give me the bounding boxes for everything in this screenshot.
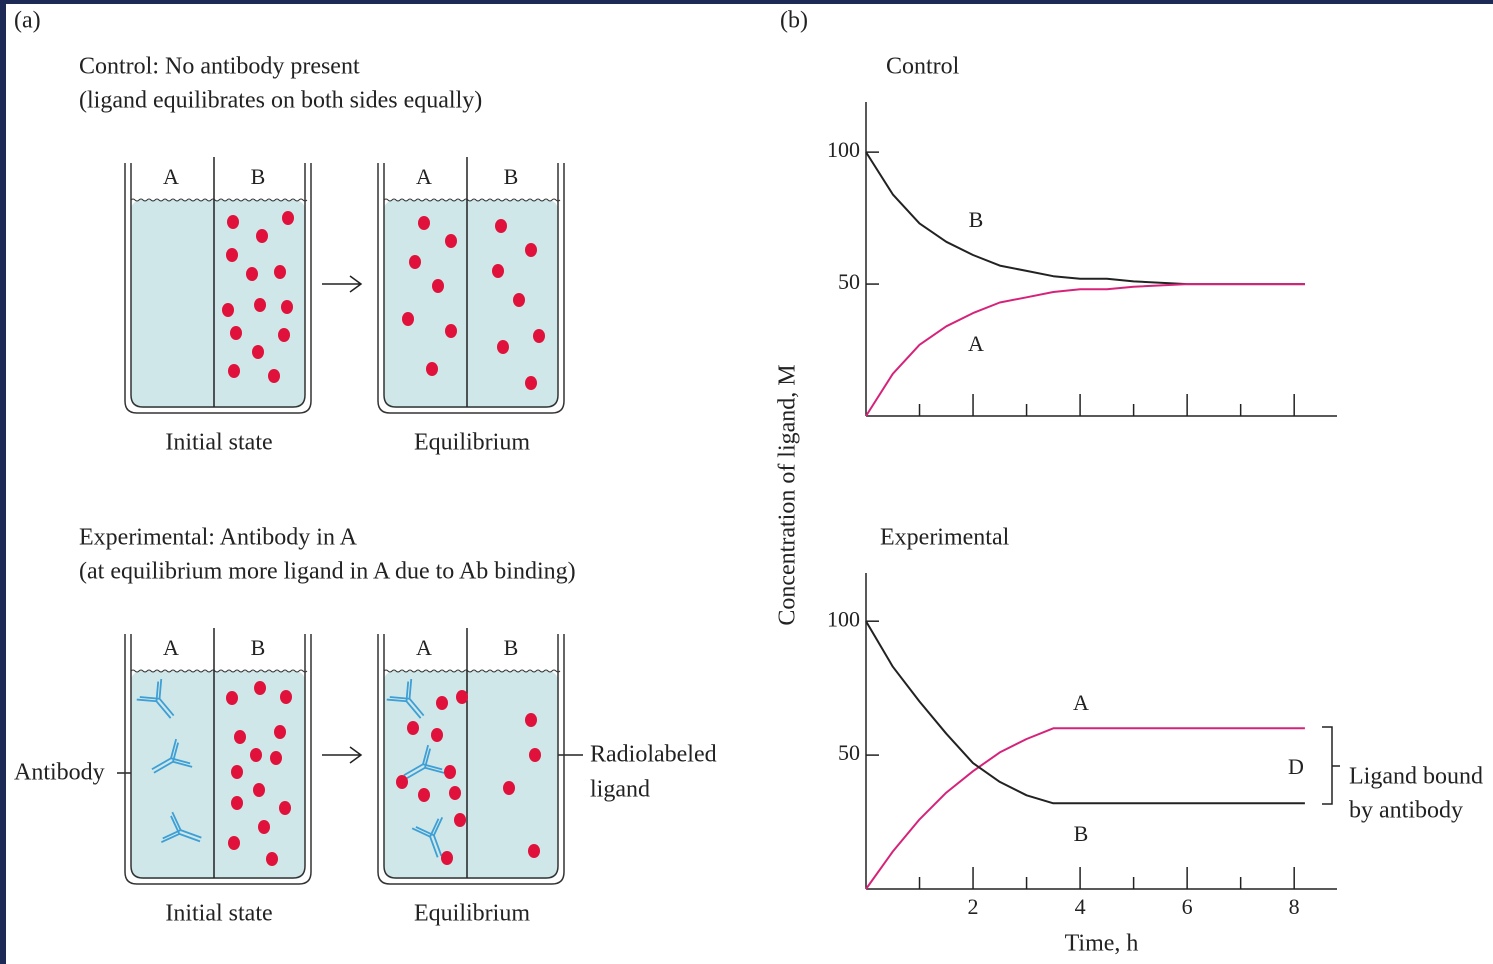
ligand xyxy=(529,748,541,762)
ligand xyxy=(431,728,443,742)
ligand xyxy=(418,788,430,802)
x-tick-label: 6 xyxy=(1182,894,1193,919)
ligand xyxy=(396,775,408,789)
compartment-label: B xyxy=(504,164,519,189)
y-tick-label: 100 xyxy=(827,606,860,631)
beaker-caption: Equilibrium xyxy=(414,430,530,456)
ligand xyxy=(402,312,414,326)
panel-label: (a) xyxy=(14,8,41,34)
x-axis-label: Time, h xyxy=(1065,931,1139,957)
bracket-note: Ligand bound xyxy=(1349,764,1483,790)
ligand xyxy=(441,851,453,865)
ligand xyxy=(254,298,266,312)
ligand xyxy=(230,326,242,340)
y-tick-label: 50 xyxy=(838,740,860,765)
ligand xyxy=(268,369,280,383)
ligand xyxy=(258,820,270,834)
compartment-label: A xyxy=(163,164,179,189)
ligand xyxy=(252,345,264,359)
ligand xyxy=(528,844,540,858)
compartment-label: B xyxy=(251,635,266,660)
ligand xyxy=(426,362,438,376)
section-title: Experimental: Antibody in A xyxy=(79,525,358,551)
compartment-label: B xyxy=(251,164,266,189)
ligand xyxy=(533,329,545,343)
x-tick-label: 4 xyxy=(1075,894,1086,919)
compartment-label: A xyxy=(416,635,432,660)
beaker-caption: Initial state xyxy=(165,430,272,456)
ligand xyxy=(409,255,421,269)
series-label: B xyxy=(1074,821,1089,846)
ligand xyxy=(222,303,234,317)
ligand xyxy=(226,248,238,262)
ligand xyxy=(228,836,240,850)
page: (a) (b) Control: No antibody present (li… xyxy=(0,0,1493,964)
beaker-caption: Initial state xyxy=(165,901,272,927)
beaker-caption: Equilibrium xyxy=(414,901,530,927)
ligand xyxy=(449,786,461,800)
ligand xyxy=(497,340,509,354)
ligand xyxy=(256,229,268,243)
ligand xyxy=(444,765,456,779)
ligand-label: Radiolabeled xyxy=(590,742,717,768)
ligand xyxy=(250,748,262,762)
ligand xyxy=(525,243,537,257)
ligand xyxy=(280,690,292,704)
ligand xyxy=(495,219,507,233)
section-subtitle: (at equilibrium more ligand in A due to … xyxy=(79,559,576,585)
ligand xyxy=(274,725,286,739)
section-subtitle: (ligand equilibrates on both sides equal… xyxy=(79,88,482,114)
ligand xyxy=(492,264,504,278)
section-title: Control: No antibody present xyxy=(79,54,360,80)
ligand xyxy=(281,300,293,314)
ligand xyxy=(282,211,294,225)
ligand xyxy=(231,765,243,779)
ligand xyxy=(418,216,430,230)
bracket-label: D xyxy=(1288,754,1304,779)
ligand xyxy=(407,721,419,735)
ligand xyxy=(227,215,239,229)
bracket-note: by antibody xyxy=(1349,798,1463,824)
y-tick-label: 50 xyxy=(838,269,860,294)
ligand xyxy=(445,234,457,248)
series-label: A xyxy=(968,331,984,356)
ligand xyxy=(254,681,266,695)
figure: (a) (b) Control: No antibody present (li… xyxy=(0,0,1493,964)
ligand xyxy=(270,751,282,765)
ligand xyxy=(279,801,291,815)
x-tick-label: 8 xyxy=(1289,894,1300,919)
ligand xyxy=(234,730,246,744)
ligand xyxy=(246,267,258,281)
compartment-label: B xyxy=(504,635,519,660)
ligand xyxy=(525,376,537,390)
ligand xyxy=(513,293,525,307)
ligand xyxy=(253,783,265,797)
ligand xyxy=(456,690,468,704)
ligand xyxy=(503,781,515,795)
ligand-label: ligand xyxy=(590,777,650,803)
ligand xyxy=(436,696,448,710)
ligand xyxy=(226,691,238,705)
ligand xyxy=(274,265,286,279)
ligand xyxy=(445,324,457,338)
ligand xyxy=(266,852,278,866)
series-label: B xyxy=(969,207,984,232)
panel-label: (b) xyxy=(780,8,808,34)
compartment-label: A xyxy=(163,635,179,660)
chart-title: Experimental xyxy=(880,525,1010,551)
y-axis-label: Concentration of ligand, M xyxy=(775,364,801,625)
series-label: A xyxy=(1073,690,1089,715)
ligand xyxy=(432,279,444,293)
antibody-label: Antibody xyxy=(14,760,105,786)
ligand xyxy=(228,364,240,378)
ligand xyxy=(525,713,537,727)
chart-title: Control xyxy=(886,54,960,80)
ligand xyxy=(454,813,466,827)
ligand xyxy=(231,796,243,810)
y-tick-label: 100 xyxy=(827,137,860,162)
x-tick-label: 2 xyxy=(968,894,979,919)
ligand xyxy=(278,328,290,342)
compartment-label: A xyxy=(416,164,432,189)
